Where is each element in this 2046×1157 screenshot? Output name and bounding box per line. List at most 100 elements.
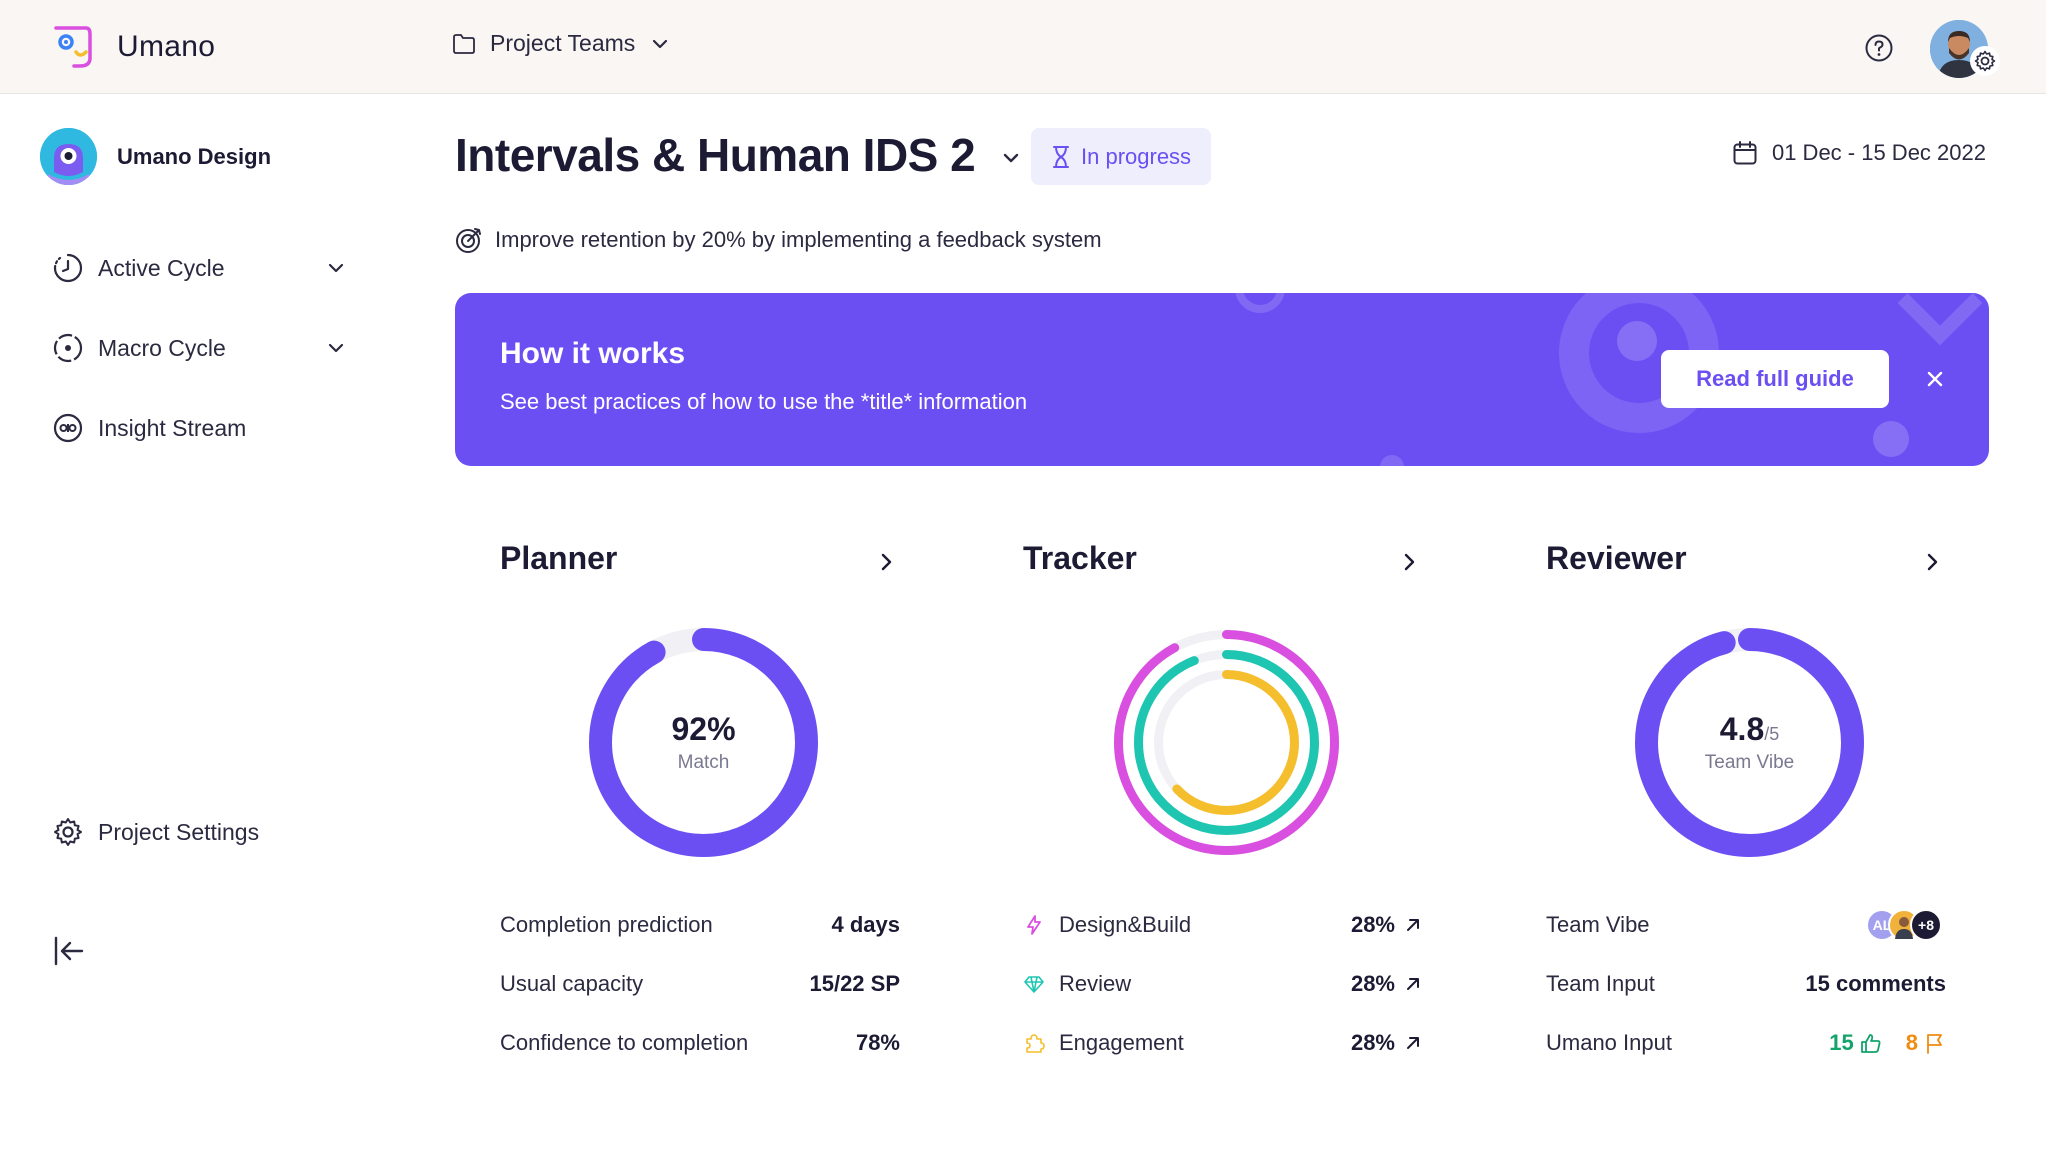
- banner-decoration: [1897, 293, 1983, 346]
- planner-stats: Completion prediction 4 days Usual capac…: [500, 895, 900, 1072]
- chevron-down-icon[interactable]: [997, 144, 1025, 172]
- diamond-icon: [1024, 975, 1044, 993]
- logo-icon[interactable]: [50, 22, 94, 72]
- chevron-right-icon[interactable]: [1395, 548, 1423, 576]
- banner-decoration: [1873, 421, 1909, 457]
- puzzle-icon: [1026, 1033, 1045, 1053]
- stat-label: Team Vibe: [1546, 911, 1650, 937]
- planner-title: Planner: [500, 540, 618, 576]
- team-vibe-value: 4.8: [1719, 711, 1765, 747]
- sidebar-item-label: Insight Stream: [98, 414, 247, 441]
- reviewer-progress-arc: [1635, 628, 1864, 857]
- stat-value-text: 28%: [1350, 911, 1395, 937]
- flag-count[interactable]: 8: [1905, 1029, 1918, 1055]
- banner-decoration: [1617, 321, 1657, 361]
- team-header[interactable]: Umano Design: [40, 128, 271, 185]
- page-title-row: Intervals & Human IDS 2: [455, 128, 1025, 182]
- stat-value: 28%: [1351, 1030, 1423, 1056]
- stat-label: Review: [1059, 970, 1132, 996]
- chevron-right-icon[interactable]: [872, 548, 900, 576]
- collapse-sidebar-icon[interactable]: [52, 934, 86, 968]
- stat-value-text: 28%: [1350, 1029, 1395, 1055]
- brand-name: Umano: [117, 30, 216, 63]
- stat-row[interactable]: Review 28%: [1023, 954, 1423, 1013]
- stat-row: Team Vibe AL +8: [1546, 895, 1946, 954]
- date-range[interactable]: 01 Dec - 15 Dec 2022: [1732, 140, 1986, 166]
- stat-label: Usual capacity: [500, 970, 644, 996]
- banner-title: How it works: [500, 337, 686, 370]
- reviewer-card: Reviewer 4.8/5 Team Vibe Team Vibe AL +8…: [1546, 540, 1946, 1055]
- stat-value: 78%: [855, 1029, 900, 1055]
- how-it-works-banner: How it works See best practices of how t…: [455, 293, 1989, 466]
- avatar-group[interactable]: AL +8: [1866, 908, 1946, 941]
- close-icon[interactable]: [1921, 365, 1949, 393]
- sidebar-item-macro-cycle[interactable]: Macro Cycle: [52, 332, 348, 364]
- stat-row: Umano Input 15 8: [1546, 1013, 1946, 1072]
- design-build-arc: [1114, 630, 1339, 855]
- stat-row[interactable]: Design&Build 28%: [1023, 895, 1423, 954]
- team-avatar: [40, 128, 97, 185]
- stat-row: Completion prediction 4 days: [500, 895, 900, 954]
- tracker-title: Tracker: [1023, 540, 1137, 576]
- team-vibe-caption: Team Vibe: [1704, 752, 1795, 773]
- planner-card: Planner 92% Match Completion prediction …: [500, 540, 900, 1055]
- tracker-progress-rings: [1114, 630, 1339, 855]
- planner-progress-arc: [589, 628, 818, 857]
- stat-value: 15/22 SP: [809, 970, 900, 996]
- planner-progress-ring: [589, 628, 818, 857]
- stat-value: 28%: [1351, 912, 1423, 938]
- stat-row[interactable]: Engagement 28%: [1023, 1013, 1423, 1072]
- stat-label: Completion prediction: [500, 911, 713, 937]
- avatar-more-count: +8: [1910, 908, 1942, 941]
- status-badge: In progress: [1031, 128, 1212, 185]
- read-full-guide-button[interactable]: Read full guide: [1661, 350, 1889, 408]
- reviewer-header[interactable]: Reviewer: [1546, 540, 1946, 586]
- umano-input-values: 15 8: [1829, 1030, 1946, 1056]
- project-switcher-label: Project Teams: [490, 30, 636, 56]
- chevron-right-icon[interactable]: [1918, 548, 1946, 576]
- stat-label: Engagement: [1059, 1029, 1184, 1055]
- tracker-stats: Design&Build 28% Review 28% Engagement 2…: [1023, 895, 1423, 1072]
- project-switcher[interactable]: Project Teams: [452, 30, 671, 57]
- date-range-label: 01 Dec - 15 Dec 2022: [1771, 140, 1986, 165]
- goal: Improve retention by 20% by implementing…: [455, 226, 1102, 254]
- gear-icon: [1974, 50, 1996, 72]
- gear-icon: [54, 818, 82, 846]
- arrow-up-right-icon: [1407, 918, 1419, 931]
- tracker-header[interactable]: Tracker: [1023, 540, 1423, 586]
- planner-header[interactable]: Planner: [500, 540, 900, 586]
- reviewer-ring-center: 4.8/5 Team Vibe: [1632, 625, 1867, 860]
- reviewer-progress-ring: [1635, 628, 1864, 857]
- planner-match-label: Match: [677, 752, 730, 773]
- chevron-down-icon[interactable]: [324, 336, 348, 360]
- reviewer-title: Reviewer: [1546, 540, 1687, 576]
- top-bar: Umano Project Teams: [0, 0, 2046, 94]
- arrow-up-right-icon: [1407, 1036, 1419, 1049]
- stat-row: Confidence to completion 78%: [500, 1013, 900, 1072]
- stat-row: Team Input 15 comments: [1546, 954, 1946, 1013]
- insight-icon: [53, 413, 83, 443]
- reviewer-stats: Team Vibe AL +8 Team Input 15 comments U…: [1546, 895, 1946, 1072]
- stat-value-text: 28%: [1350, 970, 1395, 996]
- stat-row: Usual capacity 15/22 SP: [500, 954, 900, 1013]
- settings-gear-badge[interactable]: [1970, 46, 2000, 76]
- sidebar-item-project-settings[interactable]: Project Settings: [52, 816, 348, 848]
- sidebar-item-active-cycle[interactable]: Active Cycle: [52, 252, 348, 284]
- review-arc: [1134, 650, 1319, 835]
- team-input-value[interactable]: 15 comments: [1805, 970, 1946, 996]
- status-label: In progress: [1081, 143, 1192, 169]
- banner-decoration: [1380, 455, 1404, 466]
- banner-decoration: [1235, 293, 1285, 313]
- planner-match-value: 92%: [671, 711, 736, 747]
- calendar-icon: [1733, 141, 1757, 165]
- thumbs-up-icon[interactable]: [1860, 1032, 1882, 1054]
- sidebar-item-insight-stream[interactable]: Insight Stream: [52, 412, 348, 444]
- flag-icon[interactable]: [1924, 1032, 1946, 1054]
- thumbs-up-count[interactable]: 15: [1829, 1029, 1854, 1055]
- stat-label: Umano Input: [1546, 1029, 1672, 1055]
- arrow-up-right-icon: [1407, 977, 1419, 990]
- chevron-down-icon[interactable]: [324, 256, 348, 280]
- active-cycle-icon: [53, 253, 83, 283]
- help-icon[interactable]: [1864, 33, 1894, 63]
- page-title: Intervals & Human IDS 2: [455, 129, 976, 181]
